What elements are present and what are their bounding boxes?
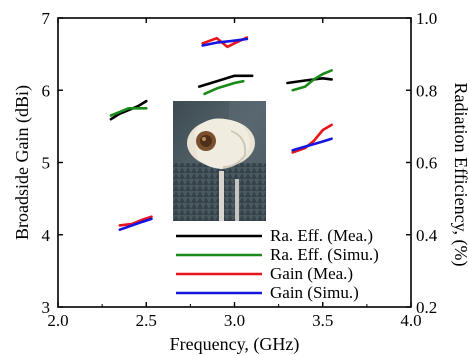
x-tick-label: 4.0 [400, 311, 421, 330]
series-line-ra-eff-simu-band-2 [203, 79, 245, 96]
y-axis-left-label: Broadside Gain (dBi) [12, 85, 33, 240]
legend: Ra. Eff. (Mea.)Ra. Eff. (Simu.)Gain (Mea… [176, 226, 379, 302]
x-tick-label: 2.0 [47, 311, 68, 330]
legend-label: Ra. Eff. (Simu.) [270, 245, 379, 264]
x-tick-label: 3.5 [312, 311, 333, 330]
y-left-tick-label: 4 [42, 226, 51, 245]
series-line-ra-eff-simu-band-1 [109, 107, 148, 117]
legend-label: Gain (Mea.) [270, 264, 353, 283]
y-right-tick-label: 0.4 [416, 226, 438, 245]
y-left-tick-label: 7 [42, 9, 51, 28]
y-right-tick-label: 0.6 [416, 154, 437, 173]
series-line-ra-eff-mea-band-2 [197, 74, 254, 88]
legend-label: Gain (Simu.) [270, 283, 359, 302]
y-right-tick-label: 1.0 [416, 9, 437, 28]
series-line-gain-mea-band-1 [118, 215, 153, 227]
x-tick-label: 3.0 [224, 311, 245, 330]
y-left-tick-label: 5 [42, 154, 51, 173]
series-line-gain-simu-band-1 [118, 217, 153, 231]
y-axis-right-label: Radiation Efficiency, (%) [450, 83, 468, 267]
series-line-ra-eff-mea-band-1 [109, 99, 148, 121]
antenna-photo-image [173, 101, 266, 221]
x-axis-label: Frequency, (GHz) [170, 334, 300, 355]
legend-label: Ra. Eff. (Mea.) [270, 226, 373, 245]
x-tick-label: 2.5 [136, 311, 157, 330]
y-right-tick-label: 0.8 [416, 81, 437, 100]
y-left-tick-label: 6 [42, 81, 51, 100]
series-lines [109, 36, 333, 231]
axis-ticks: 2.0 2.5 3.0 3.5 4.0 3 4 5 6 7 0.2 0.4 0.6 0.8 1.0 [42, 9, 438, 330]
y-right-tick-label: 0.2 [416, 298, 437, 317]
series-line-gain-mea-band-3 [291, 123, 333, 154]
series-line-gain-simu-band-2 [201, 37, 249, 47]
y-left-tick-label: 3 [42, 298, 51, 317]
series-line-gain-simu-band-3 [291, 137, 333, 152]
series-line-ra-eff-simu-band-3 [291, 69, 333, 92]
antenna-photo-inset [173, 101, 266, 221]
